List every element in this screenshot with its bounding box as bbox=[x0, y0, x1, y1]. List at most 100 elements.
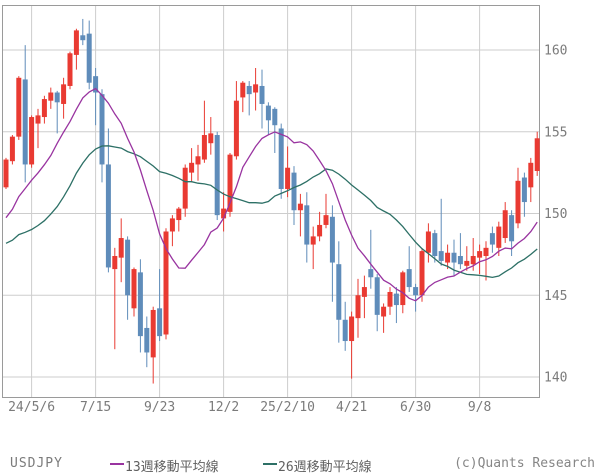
candle-body-up bbox=[323, 215, 329, 225]
candle-body-up bbox=[317, 224, 323, 237]
candle-body-up bbox=[169, 218, 175, 232]
y-axis-tick-label: 160 bbox=[544, 44, 567, 59]
candle-body-up bbox=[118, 238, 124, 258]
candle-body-up bbox=[464, 260, 470, 266]
candle-body-down bbox=[521, 177, 527, 203]
candle-body-down bbox=[438, 251, 444, 261]
candle-body-down bbox=[157, 308, 163, 337]
y-axis-tick-label: 140 bbox=[544, 371, 567, 386]
candle-body-down bbox=[259, 85, 265, 104]
x-axis-tick-label: 7/15 bbox=[79, 400, 112, 415]
candle-body-down bbox=[265, 105, 271, 121]
candle-body-up bbox=[285, 167, 291, 189]
x-axis-tick-label: 12/2 bbox=[207, 400, 240, 415]
y-axis-tick-label: 155 bbox=[544, 125, 567, 140]
candle-body-up bbox=[112, 256, 118, 270]
candle-body-down bbox=[86, 33, 92, 83]
plot-border bbox=[2, 5, 540, 398]
candle-body-down bbox=[336, 264, 342, 320]
candle-body-up bbox=[253, 84, 259, 93]
candle-body-up bbox=[221, 208, 227, 219]
candle-body-down bbox=[22, 79, 28, 165]
candle-body-up bbox=[445, 252, 451, 263]
candle-body-up bbox=[9, 136, 15, 162]
candle-body-down bbox=[393, 293, 399, 306]
candle-body-down bbox=[93, 76, 99, 93]
candle-body-up bbox=[16, 77, 22, 137]
candle-body-down bbox=[509, 215, 515, 242]
candle-body-down bbox=[137, 272, 143, 337]
candle-body-down bbox=[272, 108, 278, 126]
candle-body-up bbox=[381, 306, 387, 317]
candle-body-up bbox=[297, 203, 303, 211]
candle-body-up bbox=[182, 167, 188, 209]
candle-body-up bbox=[201, 135, 207, 160]
x-axis-tick-label: 9/8 bbox=[467, 400, 492, 415]
y-axis-tick-label: 150 bbox=[544, 207, 567, 222]
candle-body-up bbox=[387, 291, 393, 307]
candle-body-down bbox=[413, 287, 419, 296]
candle-body-up bbox=[240, 82, 246, 98]
candle-body-down bbox=[342, 319, 348, 342]
candle-body-down bbox=[304, 205, 310, 245]
candle-body-up bbox=[3, 159, 9, 188]
candle-body-up bbox=[310, 236, 316, 245]
ma13-legend-swatch bbox=[110, 463, 124, 465]
candle-body-up bbox=[73, 30, 79, 55]
x-axis-tick-label: 4/21 bbox=[335, 400, 368, 415]
candle-body-up bbox=[208, 133, 214, 144]
candle-body-down bbox=[432, 233, 438, 257]
candle-body-up bbox=[528, 162, 534, 188]
candle-body-down bbox=[99, 94, 105, 165]
candle-body-down bbox=[246, 85, 252, 95]
ma26-legend-label: 26週移動平均線 bbox=[278, 460, 372, 475]
candle-body-up bbox=[400, 272, 406, 306]
candle-body-up bbox=[131, 269, 137, 309]
candle-body-up bbox=[150, 309, 156, 358]
candle-body-down bbox=[457, 256, 463, 265]
candle-body-up bbox=[502, 210, 508, 239]
candle-body-down bbox=[329, 216, 335, 263]
candle-body-up bbox=[176, 208, 182, 221]
candle-body-up bbox=[189, 162, 195, 173]
candle-body-down bbox=[54, 92, 60, 103]
candle-body-up bbox=[29, 117, 35, 165]
candle-body-down bbox=[368, 269, 374, 278]
candle-body-down bbox=[406, 269, 412, 288]
candle-body-up bbox=[61, 84, 67, 104]
candle-body-up bbox=[41, 99, 47, 118]
candle-body-up bbox=[419, 251, 425, 296]
candle-body-up bbox=[496, 226, 502, 248]
candle-body-up bbox=[477, 251, 483, 258]
candle-body-up bbox=[425, 231, 431, 253]
candle-body-down bbox=[144, 327, 150, 353]
candle-body-up bbox=[67, 53, 73, 86]
candle-body-up bbox=[470, 256, 476, 265]
x-axis-tick-label: 25/2/10 bbox=[260, 400, 315, 415]
candle-body-up bbox=[35, 115, 41, 124]
symbol-label: USDJPY bbox=[10, 456, 63, 471]
candle-body-up bbox=[361, 287, 367, 297]
candle-body-up bbox=[534, 138, 540, 171]
ma13-legend-label: 13週移動平均線 bbox=[125, 460, 219, 475]
candle-body-up bbox=[483, 247, 489, 257]
candle-body-down bbox=[451, 252, 457, 263]
candle-body-up bbox=[515, 180, 521, 224]
ma26-legend-swatch bbox=[263, 463, 277, 465]
x-axis-tick-label: 6/30 bbox=[399, 400, 432, 415]
candle-body-up bbox=[349, 316, 355, 342]
ma13-line bbox=[5, 87, 538, 302]
candle-body-down bbox=[291, 172, 297, 211]
candle-body-up bbox=[227, 154, 233, 212]
candle-body-down bbox=[125, 239, 131, 296]
candle-body-up bbox=[233, 100, 239, 157]
candle-body-down bbox=[80, 35, 86, 41]
x-axis-tick-label: 24/5/6 bbox=[8, 400, 56, 415]
candle-body-down bbox=[489, 233, 495, 245]
x-axis-labels: 24/5/6 7/15 9/23 12/2 25/2/10 4/21 6/30 9/8 bbox=[0, 400, 600, 416]
ma26-line bbox=[5, 145, 538, 279]
candle-body-up bbox=[48, 92, 54, 101]
x-axis-tick-label: 9/23 bbox=[143, 400, 176, 415]
